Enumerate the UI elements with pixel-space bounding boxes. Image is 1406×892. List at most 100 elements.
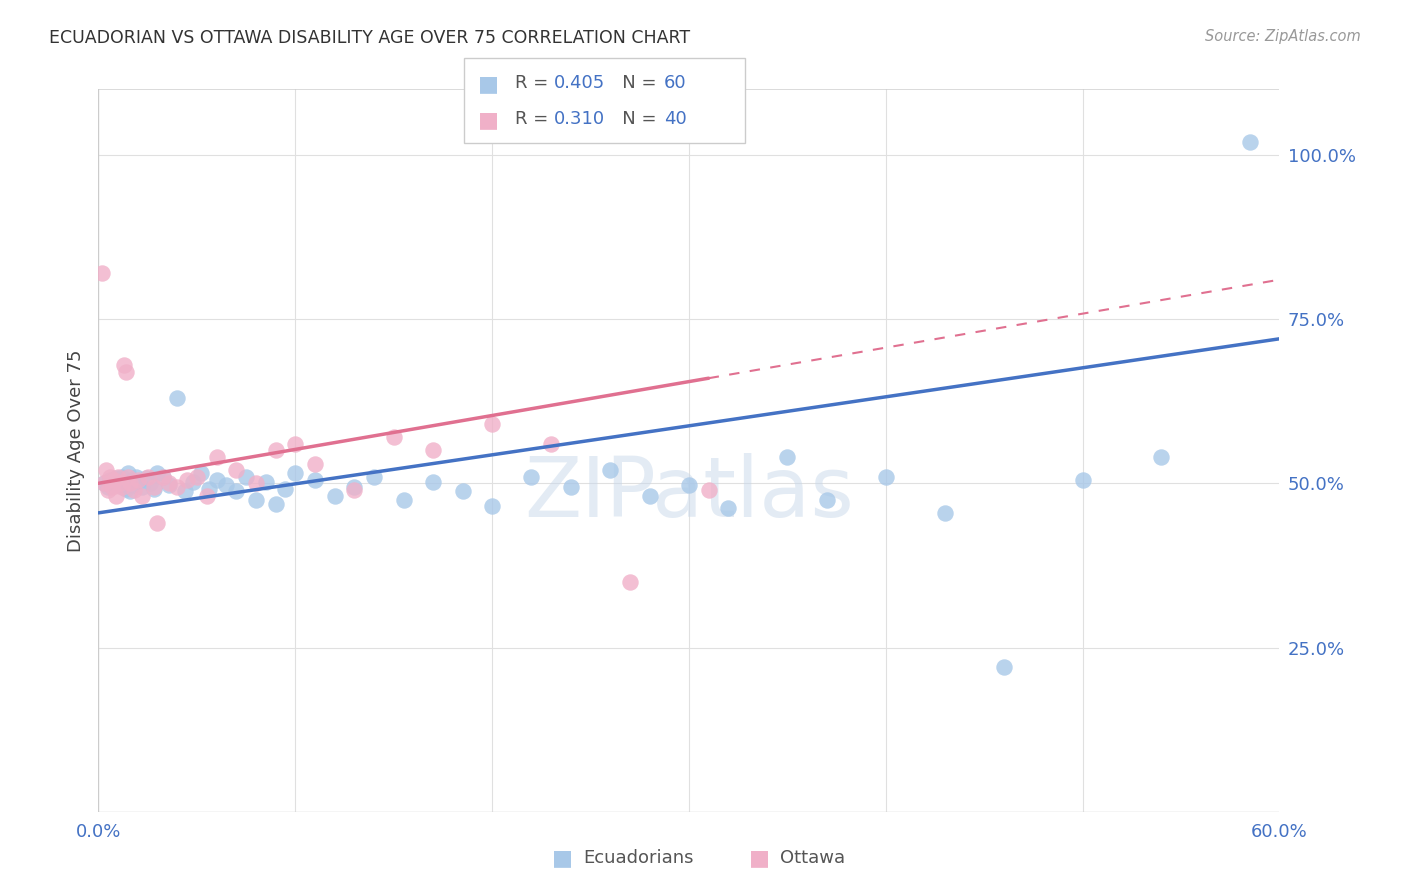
Point [91, 266, 114, 280]
Point [776, 450, 799, 464]
Point [254, 475, 277, 489]
Point [599, 463, 621, 477]
Text: N =: N = [605, 74, 662, 92]
Point [131, 480, 153, 494]
Point [205, 450, 228, 464]
Point [190, 467, 212, 481]
Point [993, 660, 1015, 674]
Point [142, 480, 165, 494]
Point [108, 475, 131, 489]
Point [422, 443, 444, 458]
Point [717, 501, 740, 516]
Point [96, 463, 118, 477]
Point [481, 500, 503, 514]
Point [638, 490, 661, 504]
Point [97, 483, 120, 497]
Point [107, 478, 129, 492]
Point [392, 492, 415, 507]
Point [136, 469, 159, 483]
Point [166, 480, 188, 494]
Point [304, 473, 326, 487]
Text: 0.310: 0.310 [554, 110, 605, 128]
Point [118, 476, 141, 491]
Point [152, 469, 174, 483]
Point [697, 483, 720, 497]
Point [103, 473, 125, 487]
Point [284, 467, 307, 481]
Point [142, 482, 165, 496]
Point [138, 476, 160, 491]
Text: ZIPatlas: ZIPatlas [524, 453, 853, 534]
Point [157, 477, 180, 491]
Point [103, 475, 125, 489]
Text: ■: ■ [553, 848, 572, 868]
Text: Source: ZipAtlas.com: Source: ZipAtlas.com [1205, 29, 1361, 44]
Point [181, 475, 204, 489]
Point [112, 358, 135, 372]
Point [93, 476, 115, 491]
Point [815, 492, 838, 507]
Text: R =: R = [515, 110, 554, 128]
Point [934, 506, 956, 520]
Point [875, 469, 897, 483]
Point [520, 469, 543, 483]
Point [245, 476, 267, 491]
Text: Ottawa: Ottawa [780, 849, 845, 867]
Point [117, 467, 139, 481]
Point [176, 473, 198, 487]
Text: N =: N = [605, 110, 662, 128]
Point [284, 437, 307, 451]
Point [1239, 135, 1261, 149]
Point [135, 471, 157, 485]
Point [152, 469, 174, 483]
Point [122, 483, 145, 497]
Point [101, 480, 124, 494]
Point [422, 475, 444, 489]
Point [382, 430, 405, 444]
Point [131, 490, 153, 504]
Text: 0.405: 0.405 [554, 74, 605, 92]
Point [105, 471, 128, 485]
Point [146, 516, 169, 530]
Point [215, 477, 238, 491]
Point [127, 473, 149, 487]
Point [264, 497, 287, 511]
Point [105, 490, 128, 504]
Point [112, 480, 135, 494]
Point [264, 443, 287, 458]
Point [1071, 473, 1094, 487]
Point [125, 469, 148, 483]
Point [118, 484, 141, 499]
Point [619, 574, 641, 589]
Text: ■: ■ [749, 848, 769, 868]
Point [343, 480, 366, 494]
Point [111, 480, 134, 494]
Y-axis label: Disability Age Over 75: Disability Age Over 75 [66, 349, 84, 552]
Point [146, 467, 169, 481]
Point [451, 484, 474, 499]
Point [122, 477, 145, 491]
Point [205, 473, 228, 487]
Point [245, 492, 267, 507]
Point [121, 473, 143, 487]
Point [274, 482, 297, 496]
Text: Ecuadorians: Ecuadorians [583, 849, 695, 867]
Point [1150, 450, 1173, 464]
Point [101, 477, 124, 491]
Text: R =: R = [515, 74, 554, 92]
Text: ECUADORIAN VS OTTAWA DISABILITY AGE OVER 75 CORRELATION CHART: ECUADORIAN VS OTTAWA DISABILITY AGE OVER… [49, 29, 690, 46]
Point [174, 484, 197, 499]
Point [93, 476, 115, 491]
Point [108, 476, 131, 491]
Point [225, 484, 247, 499]
Point [127, 475, 149, 489]
Point [97, 480, 120, 494]
Point [235, 469, 257, 483]
Point [560, 480, 582, 494]
Point [481, 417, 503, 432]
Point [678, 477, 700, 491]
Point [195, 490, 218, 504]
Point [98, 469, 121, 483]
Point [166, 391, 188, 405]
Point [111, 469, 134, 483]
